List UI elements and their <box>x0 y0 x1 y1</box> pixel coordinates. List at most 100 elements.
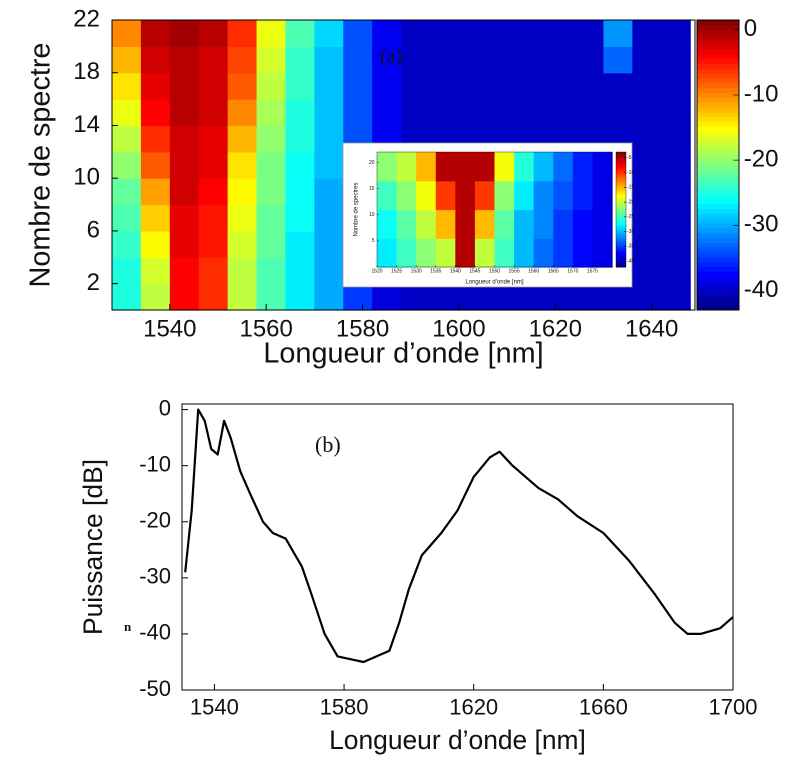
heat-cell <box>112 125 142 153</box>
colorbar-segment <box>616 234 626 237</box>
colorbar-tick-label: -10 <box>744 80 779 107</box>
heat-cell <box>661 151 691 179</box>
heat-cell <box>574 20 605 47</box>
heat-cell <box>377 238 398 268</box>
colorbar-segment <box>616 209 626 212</box>
colorbar-segment <box>697 285 739 292</box>
heat-cell <box>514 180 535 211</box>
heat-cell <box>632 125 662 153</box>
heat-cell <box>285 46 315 74</box>
heat-cell <box>435 180 456 211</box>
x-tick-label: 1600 <box>432 316 485 343</box>
heat-cell <box>632 257 662 285</box>
heat-cell <box>416 180 437 211</box>
heat-cell <box>112 72 142 100</box>
colorbar-segment <box>616 228 626 232</box>
heat-cell <box>169 20 200 47</box>
x-axis-label: Longueur d'onde [nm] <box>465 280 524 286</box>
heat-cell <box>416 152 437 182</box>
colorbar-segment <box>697 290 739 296</box>
heat-cell <box>256 204 287 232</box>
heat-cell <box>377 209 398 239</box>
heat-cell <box>256 230 287 258</box>
colorbar-segment <box>697 295 739 301</box>
heat-cell <box>632 230 662 258</box>
colorbar-segment <box>697 136 739 142</box>
panel-label: (b) <box>315 432 341 457</box>
heat-cell <box>140 257 171 285</box>
heat-cell <box>458 72 489 100</box>
colorbar-segment <box>697 102 739 108</box>
x-tick-label: 1620 <box>449 695 498 720</box>
colorbar-tick-label: -10 <box>627 170 634 176</box>
heat-cell <box>227 204 258 232</box>
colorbar-tick-label: -30 <box>744 211 779 238</box>
heat-cell <box>343 20 373 47</box>
heat-cell <box>227 178 258 206</box>
heat-cell <box>285 257 315 285</box>
heat-cell <box>661 204 691 232</box>
colorbar-segment <box>697 252 739 258</box>
heat-cell <box>140 20 171 47</box>
colorbar-segment <box>697 29 739 35</box>
colorbar-segment <box>697 97 739 103</box>
heat-cell <box>227 46 258 74</box>
colorbar-segment <box>616 238 626 241</box>
heat-cell <box>140 125 171 153</box>
x-tick-label: 1540 <box>190 695 239 720</box>
colorbar-segment <box>616 182 626 186</box>
heat-cell <box>574 99 605 127</box>
colorbar-segment <box>616 245 626 249</box>
x-tick-label: 1575 <box>587 269 598 275</box>
heat-cell <box>553 238 574 268</box>
heat-cell <box>553 209 574 239</box>
colorbar-segment <box>616 222 626 226</box>
heat-cell <box>169 72 200 100</box>
heat-cell <box>140 204 171 232</box>
heat-cell <box>314 125 344 153</box>
colorbar-segment <box>616 253 626 256</box>
heat-cell <box>474 209 496 239</box>
heat-cell <box>285 283 315 311</box>
heat-cell <box>458 283 489 311</box>
heat-cell <box>632 20 662 47</box>
heat-cell <box>372 72 402 100</box>
colorbar-segment <box>616 201 626 205</box>
colorbar-segment <box>616 198 626 201</box>
heat-cell <box>112 20 142 47</box>
colorbar-segment <box>616 257 626 260</box>
colorbar-segment <box>697 208 739 214</box>
colorbar-segment <box>697 140 739 147</box>
colorbar-segment <box>697 237 739 243</box>
heat-cell <box>198 204 229 232</box>
heat-cell <box>514 238 535 268</box>
heat-cell <box>343 72 373 100</box>
y-axis-label: Nombre de spectre <box>25 43 57 288</box>
heat-cell <box>632 72 662 100</box>
y-tick-label: 14 <box>73 111 100 138</box>
heat-cell <box>592 180 613 211</box>
heat-cell <box>401 99 431 127</box>
colorbar-segment <box>697 44 739 50</box>
heat-cell <box>661 99 691 127</box>
heat-cell <box>661 125 691 153</box>
colorbar-segment <box>697 24 739 31</box>
colorbar-segment <box>616 261 626 264</box>
heat-cell <box>198 151 229 179</box>
heat-cell <box>430 72 460 100</box>
heat-cell <box>112 178 142 206</box>
colorbar-segment <box>697 165 739 171</box>
heat-cell <box>314 204 344 232</box>
colorbar-segment <box>616 196 626 199</box>
colorbar-segment <box>616 251 626 255</box>
heat-cell <box>533 152 554 182</box>
heat-cell <box>430 283 460 311</box>
y-tick-label: 15 <box>369 186 375 192</box>
y-tick-label: -20 <box>139 508 171 533</box>
colorbar-tick-label: -15 <box>627 185 634 191</box>
heat-cell <box>140 151 171 179</box>
heat-cell <box>169 257 200 285</box>
x-tick-label: 1560 <box>239 316 292 343</box>
colorbar-segment <box>697 300 739 306</box>
colorbar-segment <box>697 107 739 113</box>
